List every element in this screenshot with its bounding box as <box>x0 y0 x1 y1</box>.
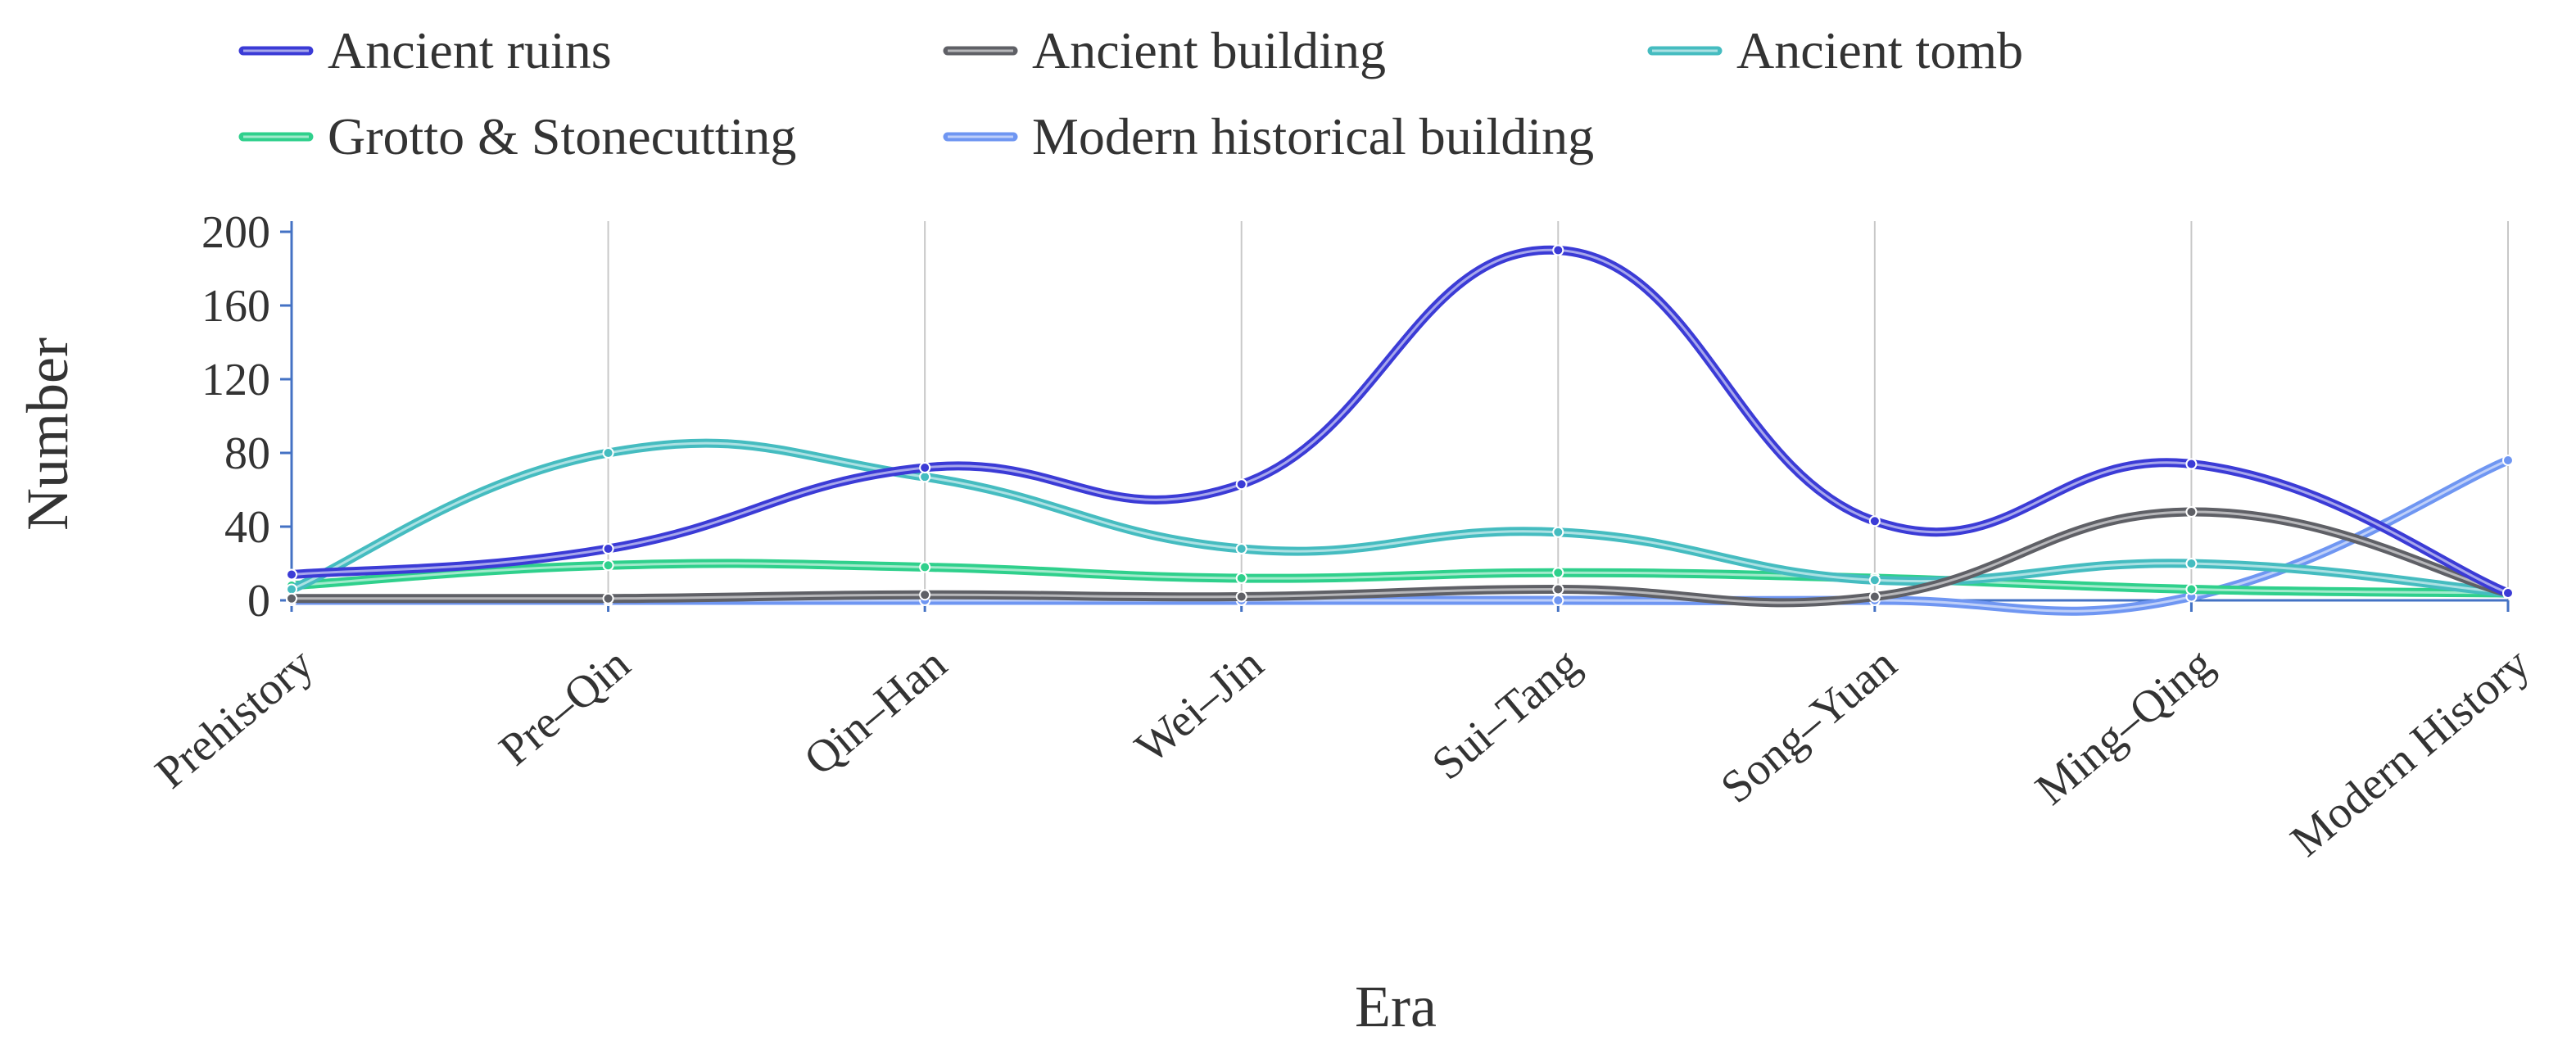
y-tick-label: 120 <box>201 355 270 405</box>
series-ancient-building <box>286 506 2514 608</box>
y-tick-label: 160 <box>201 281 270 332</box>
data-point-ancient-ruins-modern-history <box>2502 587 2514 599</box>
data-point-ancient-tomb-ming-qing <box>2185 558 2198 569</box>
data-point-grotto-stonecutting-sui-tang <box>1552 567 1564 579</box>
data-point-ancient-ruins-qin-han <box>919 462 931 473</box>
data-point-grotto-stonecutting-qin-han <box>919 561 931 573</box>
data-point-grotto-stonecutting-pre-qin <box>602 559 614 572</box>
series-line-highlight <box>291 562 2509 595</box>
data-point-ancient-ruins-ming-qing <box>2185 458 2198 470</box>
data-point-ancient-building-ming-qing <box>2185 506 2198 518</box>
data-point-modern-historical-building-sui-tang <box>1552 595 1564 606</box>
legend-label: Ancient ruins <box>328 21 612 79</box>
tick-labels: 0 40 80 120 160 200 Prehistory Pre–Qin Qin–Han We… <box>146 207 2539 867</box>
data-point-ancient-tomb-sui-tang <box>1552 526 1564 538</box>
series-ancient-ruins <box>286 244 2514 599</box>
data-point-ancient-tomb-wei-jin <box>1235 543 1247 554</box>
data-point-ancient-building-qin-han <box>919 589 931 601</box>
series-line-highlight <box>291 510 2509 604</box>
y-tick-label: 0 <box>247 576 270 627</box>
legend-label: Ancient building <box>1032 21 1386 79</box>
data-point-ancient-building-song-yuan <box>1868 591 1881 603</box>
y-tick-label: 40 <box>224 502 270 553</box>
legend-label: Grotto & Stonecutting <box>328 107 796 165</box>
x-tick-label-ming-qing: Ming–Qing <box>2026 638 2223 814</box>
data-point-ancient-ruins-sui-tang <box>1552 244 1564 256</box>
data-point-ancient-building-prehistory <box>286 592 297 604</box>
series-line-highlight <box>291 248 2509 595</box>
y-tick-label: 80 <box>224 428 270 479</box>
series-line-highlight <box>291 441 2509 595</box>
data-point-grotto-stonecutting-wei-jin <box>1235 572 1247 584</box>
data-point-ancient-tomb-qin-han <box>919 471 931 483</box>
data-point-ancient-tomb-song-yuan <box>1868 574 1881 586</box>
data-point-ancient-ruins-wei-jin <box>1235 478 1247 491</box>
data-point-ancient-tomb-pre-qin <box>602 447 614 459</box>
x-tick-label-prehistory: Prehistory <box>146 638 323 798</box>
legend-item-ancient-tomb[interactable]: Ancient tomb <box>1647 21 2023 79</box>
data-point-modern-historical-building-modern-history <box>2502 455 2514 466</box>
legend-label: Ancient tomb <box>1736 21 2023 79</box>
series-layer <box>286 244 2514 616</box>
data-point-ancient-tomb-prehistory <box>286 583 297 595</box>
data-point-ancient-building-pre-qin <box>602 592 614 604</box>
data-point-ancient-ruins-pre-qin <box>602 543 614 554</box>
legend-item-ancient-building[interactable]: Ancient building <box>943 21 1386 79</box>
legend-item-ancient-ruins[interactable]: Ancient ruins <box>238 21 612 79</box>
axes <box>280 221 2510 612</box>
x-tick-label-qin-han: Qin–Han <box>795 638 956 785</box>
y-axis-title: Number <box>15 337 80 531</box>
x-tick-label-pre-qin: Pre–Qin <box>490 638 640 775</box>
x-tick-label-song-yuan: Song–Yuan <box>1712 638 1907 812</box>
x-axis-title: Era <box>1355 974 1437 1039</box>
data-point-ancient-building-wei-jin <box>1235 591 1247 603</box>
legend: Ancient ruins Ancient building Ancient tom… <box>238 21 2023 165</box>
x-tick-label-modern-history: Modern History <box>2281 638 2539 866</box>
legend-item-grotto-stonecutting[interactable]: Grotto & Stonecutting <box>238 107 796 165</box>
data-point-ancient-ruins-prehistory <box>286 568 297 581</box>
data-point-ancient-ruins-song-yuan <box>1868 515 1881 527</box>
legend-label: Modern historical building <box>1032 107 1594 165</box>
series-ancient-tomb <box>286 438 2514 599</box>
data-point-ancient-building-sui-tang <box>1552 583 1564 595</box>
x-tick-label-wei-jin: Wei–Jin <box>1126 638 1273 773</box>
grid <box>607 221 2509 600</box>
data-point-grotto-stonecutting-ming-qing <box>2185 583 2198 595</box>
x-tick-label-sui-tang: Sui–Tang <box>1423 638 1590 790</box>
y-tick-label: 200 <box>201 207 270 258</box>
legend-item-modern-historical-building[interactable]: Modern historical building <box>943 107 1594 165</box>
